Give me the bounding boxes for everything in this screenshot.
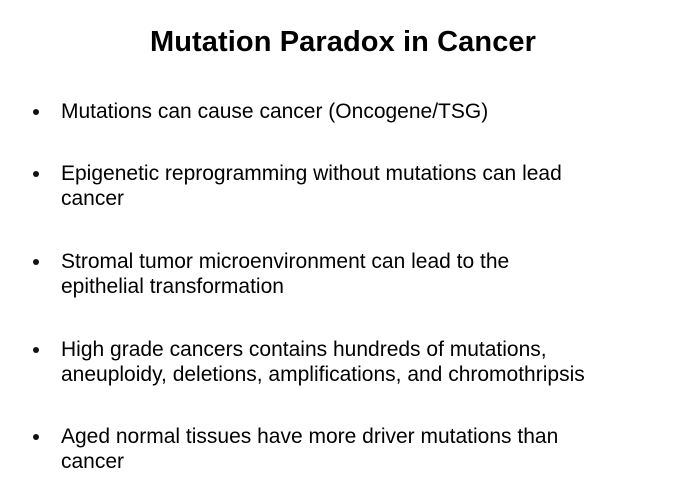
bullet-text: Epigenetic reprogramming without mutatio… [61,161,673,211]
bullet-text: Stromal tumor microenvironment can lead … [61,249,673,299]
slide-title: Mutation Paradox in Cancer [149,26,537,58]
bullet-line: Stromal tumor microenvironment can lead … [61,250,510,273]
bullet-point-icon [33,109,39,115]
bullet-line: Epigenetic reprogramming without mutatio… [61,162,562,185]
bullet-point-icon [33,259,39,265]
bullet-line: Aged normal tissues have more driver mut… [61,425,559,448]
bullet-line: cancer [61,187,125,210]
bullet-text: High grade cancers contains hundreds of … [61,337,673,387]
bullet-point-icon [33,347,39,353]
bullet-line: High grade cancers contains hundreds of … [61,338,547,361]
bullet-line: Mutations can cause cancer (Oncogene/TSG… [61,100,489,123]
bullet-text: Mutations can cause cancer (Oncogene/TSG… [61,99,673,124]
bullet-text: Aged normal tissues have more driver mut… [61,424,673,474]
bullet-point-icon [33,171,39,177]
bullet-point-icon [33,434,39,440]
bullet-line: epithelial transformation [61,275,284,298]
bullet-line: aneuploidy, deletions, amplifications, a… [61,363,585,386]
bullet-line: cancer [61,450,125,473]
